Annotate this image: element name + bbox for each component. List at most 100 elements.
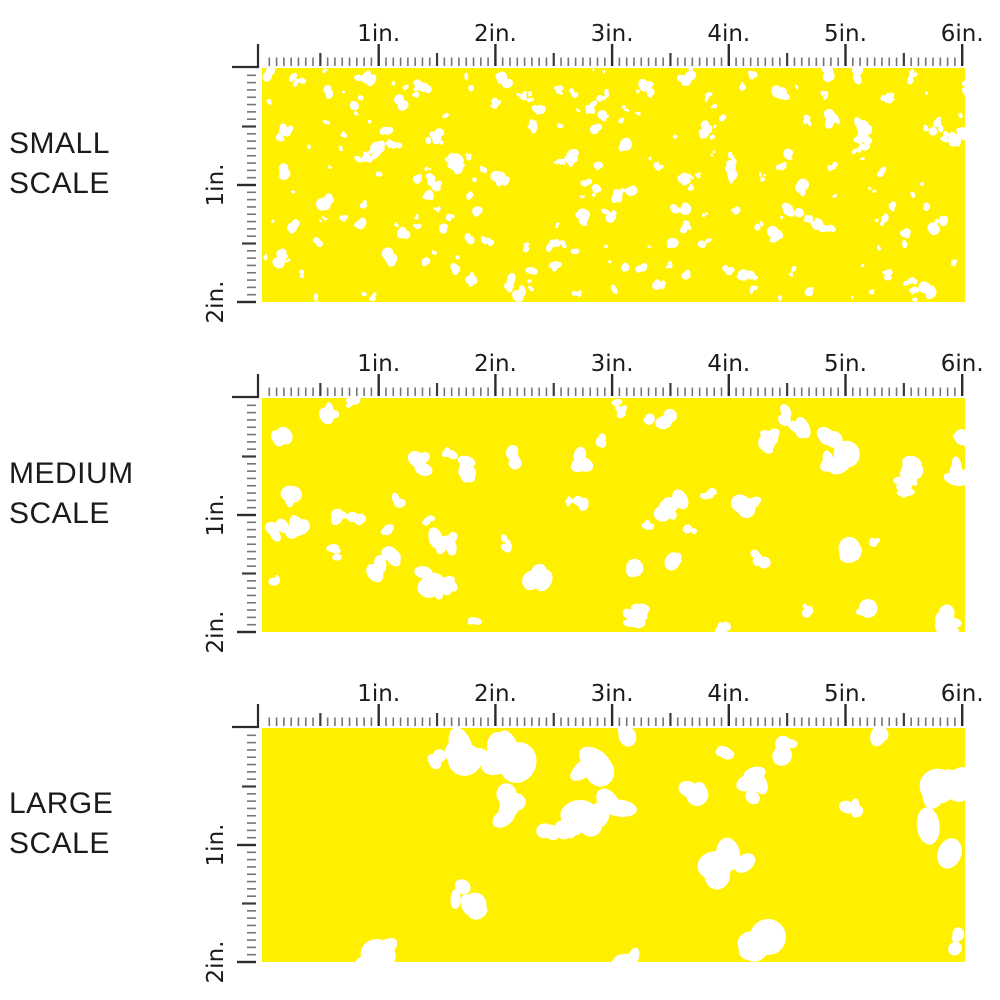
pattern-blob [923,124,929,132]
pattern-blob-part [512,292,522,301]
pattern-blob [411,91,420,98]
pattern-blob-part [527,98,531,103]
pattern-blob-part [778,88,785,97]
ruler-tick [247,206,256,208]
pattern-blob-part [784,153,793,160]
pattern-blob [318,219,323,223]
pattern-blob [432,206,441,213]
ruler-inch-label: 2in. [474,351,517,377]
ruler-tick [247,888,256,890]
pattern-blob-part [877,244,880,248]
swatch-panel-small: 1in. 2in. 3in. 4in. 5in. 6in. 1in. 2in. [200,0,1000,330]
pattern-blob [367,150,372,155]
pattern-blob-part [708,493,714,499]
ruler-tick [247,264,256,267]
pattern-blob-part [682,524,693,534]
ruler-tick [961,44,964,66]
ruler-tick [888,387,891,396]
pattern-blob [380,524,395,536]
pattern-blob [611,189,623,203]
ruler-tick [247,836,256,839]
ruler-tick [910,387,912,396]
ruler-tick [574,387,577,396]
pattern-blob [354,70,377,87]
pattern-blob [512,285,526,302]
pattern-blob-part [687,226,692,230]
ruler-tick [800,717,803,726]
pattern-blob-part [948,941,962,956]
scale-label-line: SCALE [9,827,110,860]
ruler-tick [247,917,256,919]
pattern-blob-part [827,165,833,170]
pattern-blob-part [364,292,367,296]
ruler-tick [458,57,460,66]
ruler-tick [757,717,759,726]
pattern-blob-part [369,296,375,302]
pattern-blob-part [448,152,456,161]
pattern-blob [455,255,460,260]
pattern-blob-part [772,745,792,766]
pattern-blob [354,938,398,962]
pattern-blob-part [890,93,895,98]
pattern-blob [525,266,538,275]
pattern-blob-part [684,70,697,81]
pattern-blob-part [644,413,655,423]
ruler-tick [538,387,540,396]
pattern-blob-part [832,195,834,198]
pattern-blob-part [868,290,874,294]
pattern-blob-part [739,85,746,91]
ruler-tick [385,57,387,66]
pattern-blob-part [603,69,606,72]
ruler-tick [377,704,380,726]
ruler-tick [946,57,949,66]
ruler-tick [297,387,300,396]
pattern-blob [900,228,911,239]
ruler-tick [742,717,745,726]
ruler-tick [370,717,373,726]
pattern-blob [679,220,689,234]
pattern-blob-part [413,79,422,88]
ruler-tick [881,57,883,66]
pattern-blob-part [602,799,637,817]
ruler-tick [713,387,716,396]
pattern-blob-part [417,224,422,230]
ruler-tick [247,404,256,407]
pattern-blob-part [436,538,454,550]
pattern-blob [570,746,615,787]
pattern-blob-part [860,157,864,161]
pattern-blob-part [753,277,757,281]
pattern-blob-part [578,497,589,511]
pattern-blob [838,798,864,818]
pattern-blob-part [615,405,626,417]
pattern-blob-part [391,81,395,85]
pattern-blob-part [325,402,334,418]
ruler-tick [290,717,292,726]
ruler-tick [247,111,256,113]
pattern-blob [268,574,280,586]
ruler-tick [363,57,365,66]
vertical-ruler: 1in. 2in. [203,404,256,653]
pattern-blob-part [576,107,579,112]
pattern-blob-part [471,177,477,182]
pattern-blob [313,293,321,302]
ruler-tick [779,57,781,66]
ruler-tick [247,829,256,832]
pattern-blob-part [527,125,535,131]
pattern-blob [758,428,780,454]
pattern-blob-part [606,212,616,221]
pattern-blob-part [851,150,856,154]
pattern-blob [280,485,302,508]
pattern-blob-part [589,124,600,135]
ruler-tick [851,57,854,66]
pattern-blob [953,429,965,449]
ruler-tick [625,717,628,726]
pattern-blob-part [585,105,596,114]
pattern-blob [471,206,483,217]
pattern-blob-part [946,622,960,632]
ruler-tick [545,717,548,726]
ruler-tick [242,902,256,905]
pattern-blob-part [432,207,438,210]
pattern-blob [397,226,411,240]
ruler-tick [247,565,256,567]
ruler-tick [247,807,256,810]
